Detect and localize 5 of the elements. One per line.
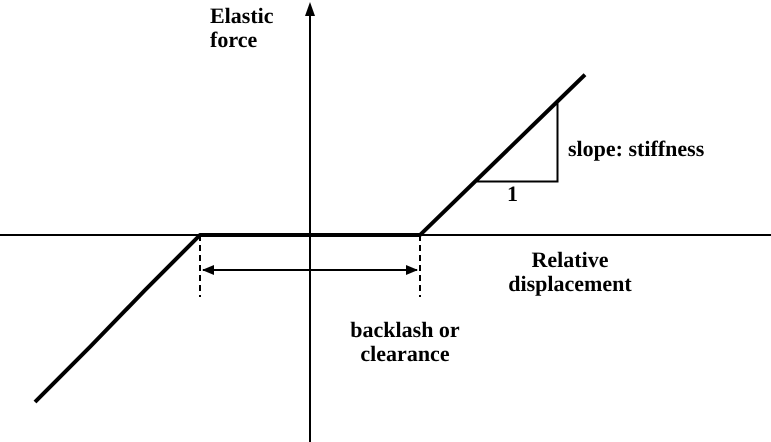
annotation: slope: stiffness: [568, 136, 706, 161]
y-axis-title: Elastic force: [210, 3, 275, 52]
annotation: backlash or clearance: [349, 317, 461, 366]
x-axis-title: Relative displacement: [507, 247, 633, 296]
annotation: 1: [507, 181, 519, 206]
